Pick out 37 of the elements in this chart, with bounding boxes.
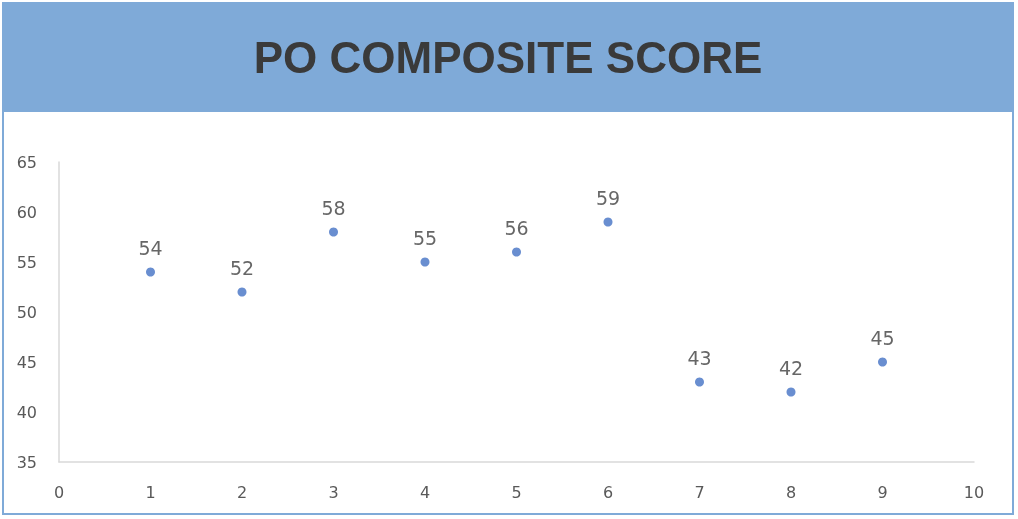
point — [786, 387, 796, 397]
data-label: 52 — [229, 257, 255, 279]
y-tick-label: 40 — [16, 402, 37, 422]
x-tick-label: 3 — [328, 482, 339, 502]
point — [878, 357, 887, 367]
chart-title: PO COMPOSITE SCORE — [4, 4, 1012, 112]
x-tick-label: 7 — [694, 482, 705, 502]
point — [603, 217, 613, 227]
data-label: 56 — [504, 217, 529, 239]
x-tick-label: 5 — [511, 482, 522, 502]
x-tick-label: 9 — [877, 482, 888, 502]
x-tick-label: 1 — [145, 482, 156, 502]
point — [146, 267, 155, 277]
data-label: 59 — [595, 187, 621, 209]
x-tick-label: 0 — [53, 482, 65, 502]
point — [512, 247, 521, 257]
point — [237, 287, 247, 297]
y-tick-label: 65 — [16, 152, 37, 172]
x-tick-label: 6 — [602, 482, 614, 502]
data-label: 58 — [321, 197, 346, 219]
y-tick-label: 55 — [16, 252, 37, 272]
data-label: 45 — [870, 327, 895, 349]
data-label: 43 — [687, 347, 712, 369]
y-tick-label: 35 — [16, 452, 37, 472]
data-label: 42 — [778, 357, 804, 379]
x-tick-label: 4 — [419, 482, 431, 502]
x-tick-label: 2 — [236, 482, 248, 502]
x-tick-label: 8 — [785, 482, 797, 502]
point — [329, 227, 338, 237]
y-tick-label: 45 — [16, 352, 37, 372]
y-tick-label: 60 — [16, 202, 37, 222]
y-tick-label: 50 — [16, 302, 37, 322]
data-label: 54 — [138, 237, 163, 259]
x-tick-label: 10 — [963, 482, 985, 502]
point — [420, 257, 430, 267]
data-label: 55 — [412, 227, 438, 249]
point — [695, 377, 704, 387]
